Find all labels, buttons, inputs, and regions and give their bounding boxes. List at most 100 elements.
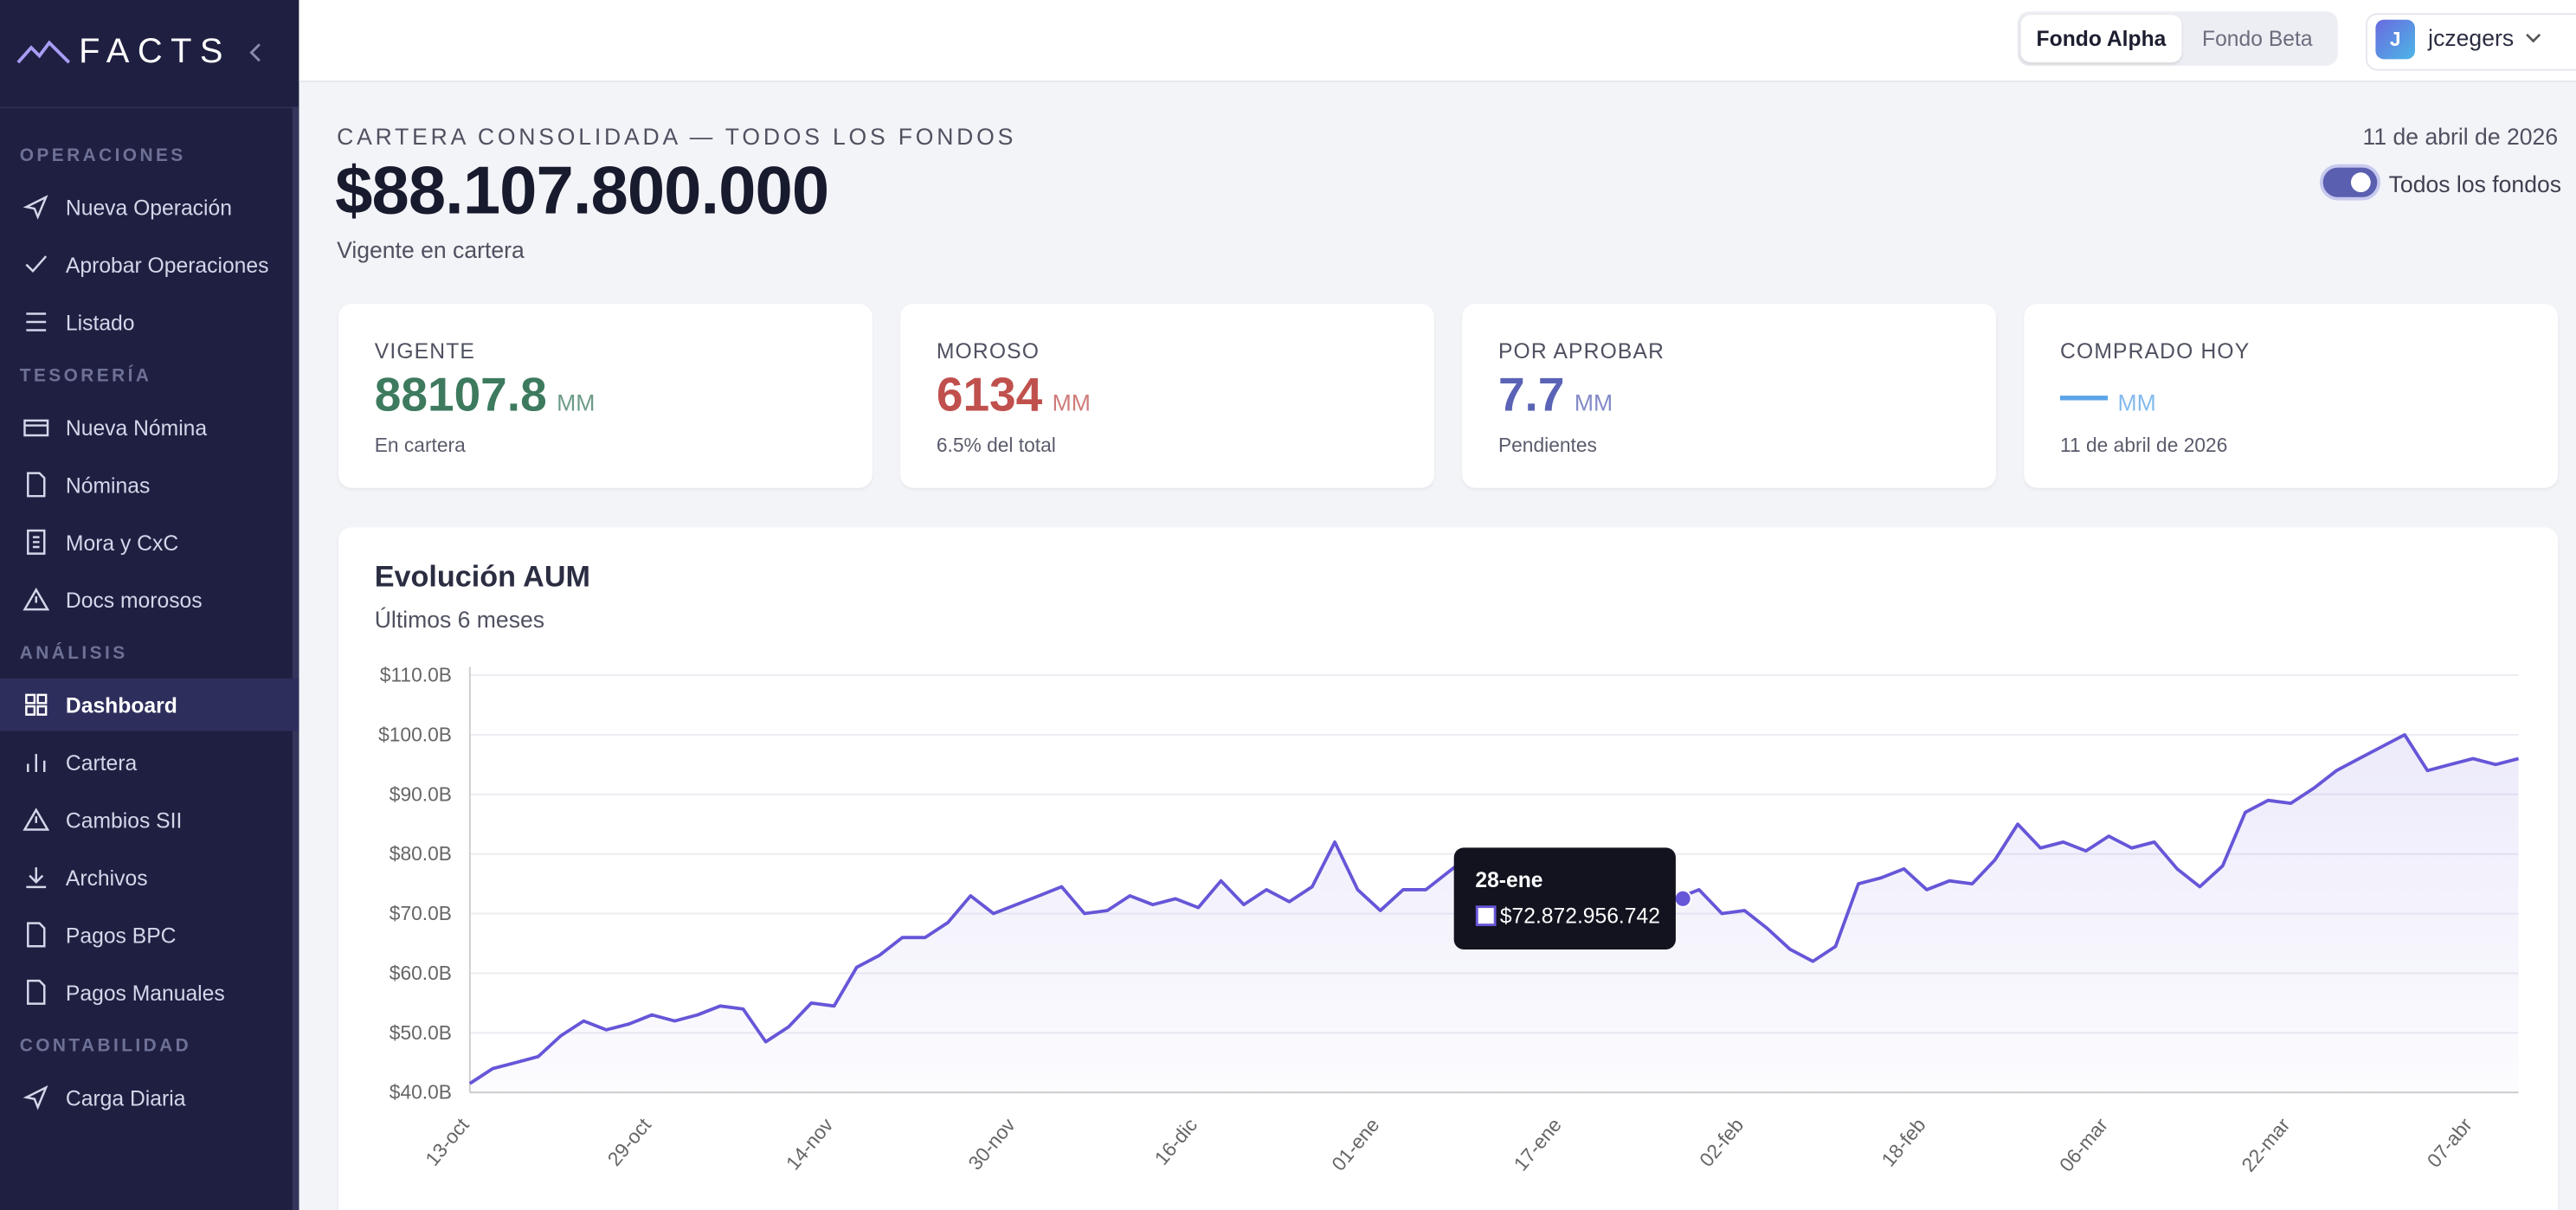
scrollbar <box>292 106 299 1210</box>
x-tick-label: 30-nov <box>963 1113 1020 1175</box>
nav-icon <box>25 693 48 716</box>
x-tick-label: 07-abr <box>2423 1113 2476 1171</box>
y-tick-label: $110.0B <box>380 664 452 686</box>
nav-label: Dashboard <box>65 692 177 718</box>
nav-item[interactable]: Listado <box>0 296 299 349</box>
nav-icon <box>23 195 48 220</box>
nav-icon <box>26 867 47 889</box>
kpi-card: COMPRADO HOY — MM 11 de abril de 2026 <box>2024 304 2559 488</box>
kpi-value-row: — MM <box>2060 370 2156 424</box>
nav-label: Cambios SII <box>65 807 183 833</box>
icon-path <box>25 693 48 716</box>
kpi-value-row: 7.7 MM <box>1498 370 1613 424</box>
icon-path <box>23 1084 48 1110</box>
fund-tab[interactable]: Fondo Beta <box>2202 26 2313 51</box>
icon-path <box>26 312 47 331</box>
kpi-value: 7.7 <box>1497 370 1565 422</box>
kpi-label: VIGENTE <box>374 338 476 364</box>
chart-card: Evolución AUM Últimos 6 meses $40.0B $50.… <box>338 527 2559 1210</box>
kpi-unit: MM <box>1574 389 1613 416</box>
logo-icon <box>16 40 71 64</box>
user-name: jczegers <box>2428 24 2515 51</box>
fund-tab[interactable]: Fondo Alpha <box>2020 15 2182 63</box>
nav-section-title: ANÁLISIS <box>19 643 128 664</box>
nav-label: Nueva Operación <box>65 194 232 220</box>
nav-label: Aprobar Operaciones <box>65 252 269 277</box>
nav-item[interactable]: Carga Diaria <box>0 1071 299 1123</box>
nav-section-title: TESORERÍA <box>19 366 152 387</box>
x-tick-label: 13-oct <box>421 1113 473 1170</box>
collapse-button[interactable] <box>247 42 267 62</box>
kpi-card: POR APROBAR 7.7 MM Pendientes <box>1462 304 1997 488</box>
kpi-note: 11 de abril de 2026 <box>2060 434 2228 457</box>
kpi-value-row: 88107.8 MM <box>375 370 596 424</box>
x-tick-label: 29-oct <box>602 1113 655 1170</box>
kpi-value: — <box>2060 370 2109 422</box>
toggle-label: Todos los fondos <box>2388 171 2562 197</box>
nav-icon <box>27 922 46 948</box>
sidebar: FACTS OPERACIONES Nueva Operación Aprobar … <box>0 0 299 1210</box>
kpi-note: 6.5% del total <box>936 434 1056 457</box>
x-tick-label: 16-dic <box>1150 1114 1201 1169</box>
kpi-value: 6134 <box>936 370 1043 422</box>
nav-item[interactable]: Nueva Nómina <box>0 401 299 454</box>
nav-icon <box>23 587 49 611</box>
nav-label: Pagos Manuales <box>65 980 225 1005</box>
nav-item[interactable]: Pagos BPC <box>0 909 299 962</box>
nav-item[interactable]: Archivos <box>0 851 299 904</box>
icon-path <box>27 472 46 498</box>
nav-label: Archivos <box>65 865 148 890</box>
icon-path <box>27 754 46 773</box>
x-tick-label: 06-mar <box>2055 1113 2113 1175</box>
nav-label: Pagos BPC <box>65 922 177 948</box>
y-tick-label: $40.0B <box>390 1081 452 1104</box>
kpi-note: Pendientes <box>1497 434 1597 457</box>
nav-icon <box>25 255 48 273</box>
chevron-path <box>2526 33 2541 43</box>
kpi-label: POR APROBAR <box>1497 338 1665 364</box>
nav-icon <box>23 419 49 437</box>
nav-item[interactable]: Mora y CxC <box>0 516 299 569</box>
nav-icon <box>26 312 47 331</box>
x-tick-label: 02-feb <box>1695 1114 1748 1171</box>
nav-section-title: OPERACIONES <box>19 145 186 166</box>
kpi-unit: MM <box>2117 389 2156 416</box>
nav-item[interactable]: Docs morosos <box>0 573 299 626</box>
nav-label: Docs morosos <box>65 587 203 612</box>
x-tick-label: 01-ene <box>1327 1114 1383 1175</box>
icon-path <box>23 808 49 831</box>
kpi-value-row: 6134 MM <box>937 370 1091 424</box>
icon-path <box>23 419 49 437</box>
nav-item[interactable]: Nueva Operación <box>0 181 299 234</box>
tooltip-value: $72.872.956.742 <box>1500 905 1660 929</box>
x-tick-label: 22-mar <box>2237 1113 2295 1175</box>
total-amount: $88.107.800.000 <box>335 152 829 228</box>
nav-icon <box>27 472 46 498</box>
y-tick-label: $90.0B <box>390 782 452 805</box>
nav-icon <box>23 808 49 831</box>
nav-item[interactable]: Cambios SII <box>0 794 299 846</box>
icon-path <box>27 922 46 948</box>
tooltip <box>1453 847 1676 950</box>
nav-item[interactable]: Nóminas <box>0 459 299 512</box>
nav-icon <box>27 529 46 555</box>
nav-item[interactable]: Pagos Manuales <box>0 966 299 1019</box>
icon-path <box>25 255 48 273</box>
nav-label: Mora y CxC <box>65 530 179 555</box>
x-tick-label: 18-feb <box>1877 1114 1929 1171</box>
toggle[interactable] <box>2322 167 2378 197</box>
nav-label: Nueva Nómina <box>65 415 208 440</box>
nav-item[interactable]: Aprobar Operaciones <box>0 238 299 291</box>
kpi-unit: MM <box>1052 389 1091 416</box>
icon-path <box>27 979 46 1005</box>
nav-item[interactable]: Dashboard <box>0 678 299 731</box>
nav-item[interactable]: Cartera <box>0 736 299 788</box>
brand: FACTS <box>79 32 232 71</box>
kpi-label: COMPRADO HOY <box>2060 338 2251 364</box>
icon-path <box>23 587 49 611</box>
nav-label: Carga Diaria <box>65 1084 186 1110</box>
